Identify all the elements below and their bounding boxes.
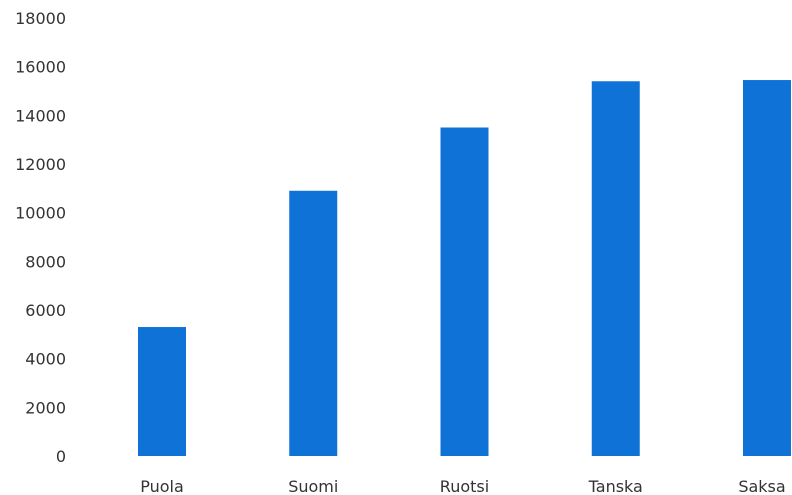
bar-ruotsi <box>440 127 489 456</box>
x-tick-label: Saksa <box>738 477 785 495</box>
bar-puola <box>138 327 186 456</box>
y-axis: 0 2000 4000 6000 8000 10000 12000 14000 16000 180… <box>15 9 66 466</box>
y-tick-label: 0 <box>56 447 66 466</box>
y-tick-label: 12000 <box>15 155 66 174</box>
y-tick-label: 6000 <box>25 301 66 320</box>
x-axis: Puola Suomi Ruotsi Tanska Saksa <box>140 477 785 495</box>
bar-saksa <box>743 80 791 457</box>
y-tick-label: 16000 <box>15 58 66 77</box>
y-tick-label: 2000 <box>25 398 66 417</box>
bars <box>138 80 791 457</box>
y-tick-label: 8000 <box>25 252 66 271</box>
y-tick-label: 14000 <box>15 106 66 125</box>
x-tick-label: Ruotsi <box>440 477 489 495</box>
bar-tanska <box>591 81 640 457</box>
x-tick-label: Tanska <box>588 477 643 495</box>
x-tick-label: Suomi <box>288 477 338 495</box>
y-tick-label: 10000 <box>15 204 66 223</box>
y-tick-label: 4000 <box>25 350 66 369</box>
y-tick-label: 18000 <box>15 9 66 28</box>
x-tick-label: Puola <box>140 477 184 495</box>
bar-suomi <box>289 190 338 456</box>
